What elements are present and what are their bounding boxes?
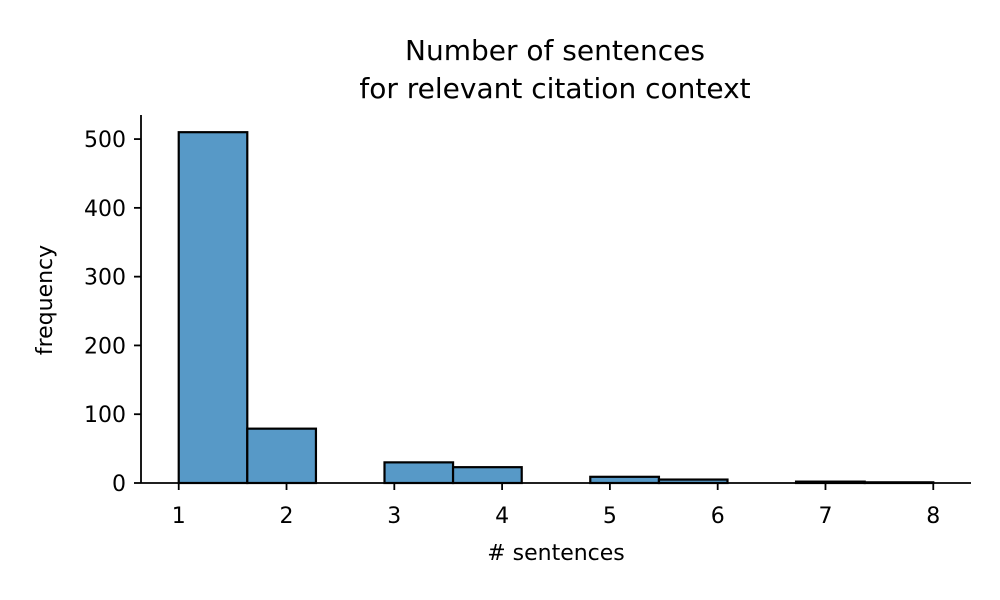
- histogram-bar: [451, 466, 523, 485]
- y-tick-label: 100: [84, 403, 126, 428]
- x-axis-label: # sentences: [487, 541, 625, 566]
- histogram-bars: [177, 131, 935, 485]
- x-tick-label: 3: [387, 504, 401, 529]
- x-tick-label: 2: [280, 504, 294, 529]
- y-axis-ticks: 0 100 200 300 400 500: [84, 128, 141, 497]
- chart-title-line-1: Number of sentences: [405, 34, 705, 67]
- histogram-bar: [246, 427, 318, 485]
- x-tick-label: 4: [495, 504, 509, 529]
- histogram-bar: [177, 131, 249, 485]
- chart-title-line-2: for relevant citation context: [359, 72, 750, 105]
- x-tick-label: 6: [711, 504, 725, 529]
- histogram-bar: [383, 461, 455, 485]
- y-axis-label: frequency: [33, 245, 58, 355]
- x-tick-label: 1: [172, 504, 186, 529]
- x-axis-ticks: 1 2 3 4 5 6 7 8: [172, 483, 940, 529]
- x-tick-label: 5: [603, 504, 617, 529]
- y-tick-label: 300: [84, 266, 126, 291]
- x-tick-label: 7: [818, 504, 832, 529]
- y-tick-label: 500: [84, 128, 126, 153]
- x-tick-label: 8: [926, 504, 940, 529]
- histogram-bar: [589, 475, 661, 485]
- y-tick-label: 200: [84, 334, 126, 359]
- y-tick-label: 0: [112, 472, 126, 497]
- y-tick-label: 400: [84, 197, 126, 222]
